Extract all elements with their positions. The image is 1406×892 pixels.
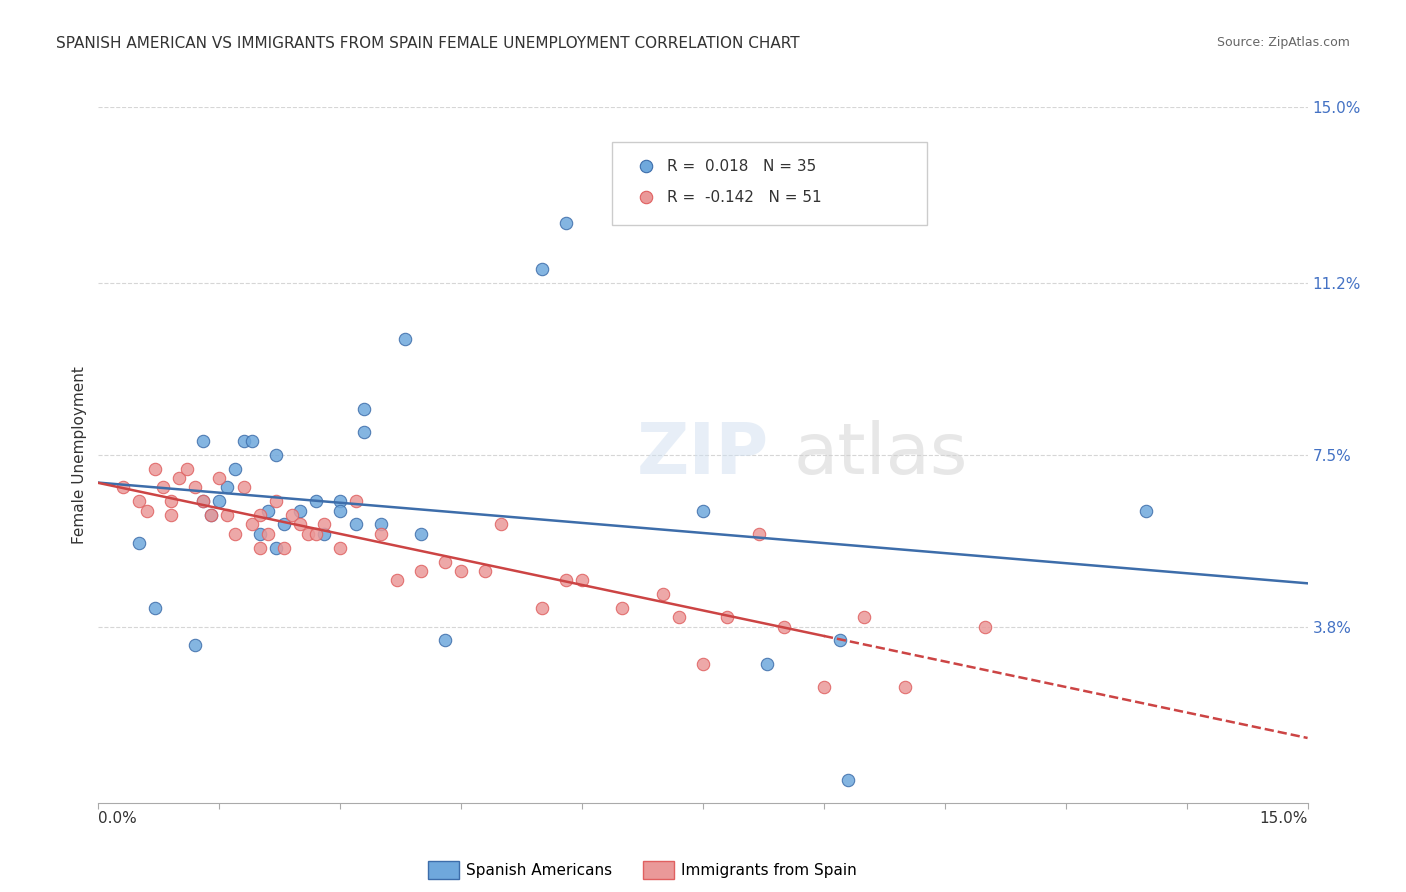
Point <box>344 494 367 508</box>
Point <box>160 508 183 523</box>
Point <box>143 462 166 476</box>
Point <box>555 573 578 587</box>
Point <box>716 610 738 624</box>
Point <box>756 657 779 671</box>
Point <box>651 587 673 601</box>
Point <box>409 564 432 578</box>
Text: SPANISH AMERICAN VS IMMIGRANTS FROM SPAIN FEMALE UNEMPLOYMENT CORRELATION CHART: SPANISH AMERICAN VS IMMIGRANTS FROM SPAI… <box>56 36 800 51</box>
Point <box>184 480 207 494</box>
Point <box>305 526 328 541</box>
Point <box>273 541 295 555</box>
Point <box>409 526 432 541</box>
Point <box>612 601 634 615</box>
Point <box>193 494 215 508</box>
Point <box>224 526 246 541</box>
Point <box>288 503 311 517</box>
Point <box>184 638 207 652</box>
Point <box>288 517 311 532</box>
Point <box>853 610 876 624</box>
Point <box>240 434 263 448</box>
Point <box>281 508 304 523</box>
Point <box>692 657 714 671</box>
Point <box>193 434 215 448</box>
Point <box>160 494 183 508</box>
Point <box>314 526 336 541</box>
Point <box>555 216 578 230</box>
Point <box>450 564 472 578</box>
Point <box>208 471 231 485</box>
Point <box>530 601 553 615</box>
Point <box>264 494 287 508</box>
Legend: Spanish Americans, Immigrants from Spain: Spanish Americans, Immigrants from Spain <box>422 855 863 886</box>
Point <box>256 526 278 541</box>
Point <box>128 536 150 550</box>
Text: 15.0%: 15.0% <box>1260 811 1308 826</box>
Point <box>256 503 278 517</box>
Point <box>193 494 215 508</box>
Point <box>692 503 714 517</box>
Point <box>733 146 755 161</box>
Point <box>249 541 271 555</box>
Point <box>329 541 352 555</box>
Point <box>394 332 416 346</box>
Point <box>264 541 287 555</box>
Text: ZIP: ZIP <box>637 420 769 490</box>
Point <box>135 503 157 517</box>
Point <box>772 619 794 633</box>
Point <box>329 494 352 508</box>
Point <box>273 517 295 532</box>
Point <box>370 517 392 532</box>
Point <box>474 564 496 578</box>
Point <box>314 517 336 532</box>
Point <box>224 462 246 476</box>
Point <box>893 680 915 694</box>
Point <box>370 526 392 541</box>
Point <box>232 434 254 448</box>
Point <box>668 610 690 624</box>
Point <box>491 517 513 532</box>
Point <box>385 573 408 587</box>
Point <box>128 494 150 508</box>
Point <box>167 471 190 485</box>
Point <box>249 508 271 523</box>
Point <box>530 262 553 277</box>
Point <box>305 494 328 508</box>
Point <box>143 601 166 615</box>
Point <box>200 508 222 523</box>
Point <box>217 480 239 494</box>
Text: Source: ZipAtlas.com: Source: ZipAtlas.com <box>1216 36 1350 49</box>
Point <box>353 425 375 439</box>
Point <box>434 633 457 648</box>
Point <box>217 508 239 523</box>
Point <box>249 526 271 541</box>
Point <box>974 619 997 633</box>
Point <box>111 480 134 494</box>
Point <box>232 480 254 494</box>
Text: atlas: atlas <box>793 420 969 490</box>
Point <box>200 508 222 523</box>
Point <box>176 462 198 476</box>
Point <box>813 680 835 694</box>
Point <box>837 772 859 787</box>
Text: R =  0.018   N = 35: R = 0.018 N = 35 <box>666 159 815 174</box>
Point <box>1135 503 1157 517</box>
Y-axis label: Female Unemployment: Female Unemployment <box>72 366 87 544</box>
Text: 0.0%: 0.0% <box>98 811 138 826</box>
Point <box>297 526 319 541</box>
Point <box>353 401 375 416</box>
Point <box>208 494 231 508</box>
Point <box>828 633 851 648</box>
Point <box>264 448 287 462</box>
Text: R =  -0.142   N = 51: R = -0.142 N = 51 <box>666 190 821 205</box>
Point <box>434 555 457 569</box>
FancyBboxPatch shape <box>613 142 927 226</box>
Point <box>152 480 174 494</box>
Point <box>329 503 352 517</box>
Point <box>748 526 770 541</box>
Point <box>240 517 263 532</box>
Point <box>571 573 593 587</box>
Point <box>344 517 367 532</box>
